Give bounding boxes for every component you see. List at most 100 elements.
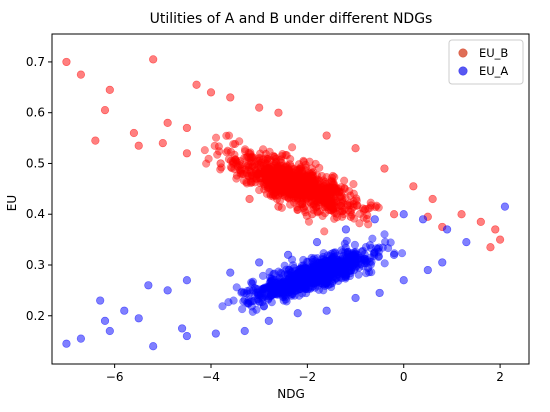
data-point [200, 146, 209, 155]
data-point [274, 202, 283, 211]
data-point [281, 171, 290, 180]
data-point [322, 264, 331, 273]
data-point [320, 227, 329, 236]
data-point [324, 259, 333, 268]
data-point [287, 162, 296, 171]
data-point [297, 275, 306, 284]
data-point [341, 273, 350, 282]
data-point [428, 194, 437, 204]
data-point [303, 188, 312, 197]
data-point [301, 284, 310, 293]
data-point [295, 183, 304, 192]
data-point [285, 166, 294, 175]
data-point [282, 178, 291, 187]
data-point [222, 131, 231, 140]
data-point [366, 203, 375, 212]
data-point [353, 253, 362, 262]
data-point [273, 181, 282, 190]
data-point [310, 279, 319, 288]
data-point [298, 194, 307, 203]
data-point [327, 262, 336, 271]
data-point [270, 287, 279, 296]
data-point [278, 172, 287, 181]
data-point [301, 187, 310, 196]
data-point [318, 265, 327, 274]
data-point [287, 170, 296, 179]
data-point [300, 282, 309, 291]
data-point [317, 185, 326, 195]
data-point [281, 292, 290, 301]
data-point [255, 153, 264, 162]
data-point [324, 205, 333, 214]
data-point [288, 184, 298, 193]
data-point [345, 198, 354, 208]
data-point [320, 269, 329, 278]
data-point [253, 168, 263, 177]
data-point [281, 176, 290, 185]
data-point [240, 147, 250, 156]
data-point [278, 279, 287, 289]
data-point [297, 271, 306, 281]
data-point [290, 284, 299, 293]
data-point [355, 263, 364, 272]
data-point [244, 148, 253, 157]
data-point [329, 248, 338, 257]
data-point [182, 331, 192, 341]
data-point [308, 186, 317, 195]
data-point [316, 193, 326, 202]
data-point [260, 165, 269, 174]
data-point [308, 173, 317, 182]
data-point [296, 277, 305, 287]
data-point [280, 279, 289, 288]
data-point [318, 183, 327, 192]
data-point [286, 174, 295, 183]
data-point [305, 283, 314, 292]
data-point [317, 171, 326, 181]
data-point [384, 244, 393, 253]
data-point [295, 269, 304, 278]
data-point [202, 159, 211, 168]
data-point [271, 179, 280, 188]
data-point [312, 262, 321, 271]
data-point [255, 186, 264, 195]
data-point [348, 262, 357, 271]
data-point [282, 166, 292, 175]
data-point [311, 196, 320, 205]
data-point [276, 158, 285, 167]
data-point [266, 277, 275, 286]
data-point [274, 278, 283, 287]
data-point [315, 262, 324, 272]
data-point [331, 194, 340, 203]
data-point [366, 244, 376, 253]
data-point [282, 167, 291, 176]
data-point [298, 174, 307, 183]
data-point [267, 163, 276, 172]
data-point [255, 160, 264, 169]
data-point [105, 326, 114, 336]
data-point [265, 179, 275, 188]
data-point [328, 253, 337, 262]
data-point [284, 265, 293, 274]
data-point [298, 176, 307, 185]
data-point [348, 261, 357, 270]
data-point [315, 262, 324, 272]
data-point [290, 271, 299, 280]
data-point [297, 189, 307, 198]
data-point [327, 254, 336, 263]
data-point [338, 198, 347, 207]
data-point [276, 178, 285, 187]
data-point [307, 183, 316, 192]
data-point [270, 179, 280, 188]
data-point [289, 274, 298, 283]
data-point [242, 178, 251, 187]
data-point [319, 276, 328, 285]
data-point [253, 170, 262, 179]
data-point [297, 265, 306, 274]
data-point [288, 275, 297, 284]
data-point [308, 177, 317, 186]
data-point [280, 176, 289, 186]
data-point [268, 283, 277, 292]
data-point [268, 187, 277, 196]
data-point [274, 184, 283, 193]
data-point [287, 286, 296, 295]
